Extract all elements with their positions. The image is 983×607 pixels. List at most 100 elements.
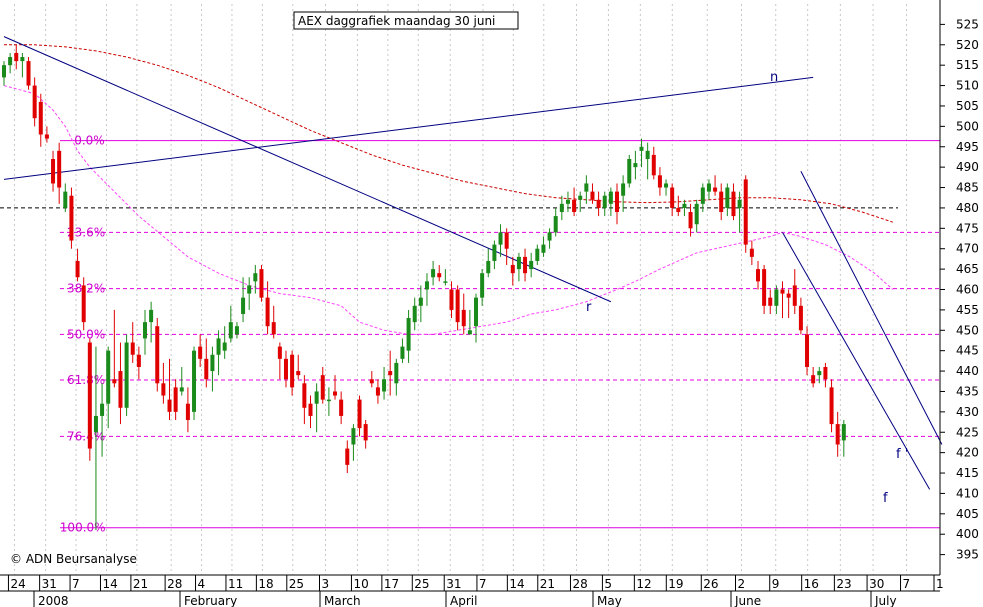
- x-tick-label: 7: [479, 577, 487, 591]
- candle-body: [406, 318, 411, 351]
- trend-line-label: f ': [896, 447, 908, 462]
- y-tick-label: 415: [956, 466, 979, 480]
- month-label: February: [184, 594, 237, 607]
- x-tick-label: 17: [384, 577, 399, 591]
- month-label: May: [597, 594, 622, 607]
- fib-level-label: 38.2%: [67, 282, 105, 296]
- candle-body: [510, 265, 515, 274]
- y-tick-label: 495: [956, 140, 979, 154]
- y-tick-label: 500: [956, 119, 979, 133]
- candle-body: [541, 244, 546, 253]
- candle-body: [8, 57, 13, 66]
- candle-body: [633, 163, 638, 168]
- candle-body: [265, 297, 270, 327]
- y-tick-label: 505: [956, 99, 979, 113]
- x-tick-label: 21: [540, 577, 555, 591]
- candle-body: [700, 187, 705, 204]
- candle-body: [357, 399, 362, 429]
- candle-body: [149, 309, 154, 323]
- candle-body: [283, 358, 288, 380]
- y-tick-label: 445: [956, 344, 979, 358]
- grid-layer: [13, 4, 941, 575]
- candle-body: [694, 203, 699, 225]
- fib-level-label: 61.8%: [67, 373, 105, 387]
- trend-line: [3, 36, 612, 303]
- candle-body: [118, 371, 123, 408]
- candle-body: [553, 216, 558, 233]
- trend-line-label: f: [883, 491, 888, 506]
- candle-body: [602, 195, 607, 208]
- y-tick-label: 520: [956, 38, 979, 52]
- candle-body: [498, 232, 503, 245]
- x-tick-label: 7: [903, 577, 911, 591]
- candle-body: [400, 346, 405, 359]
- x-tick-label: 2: [738, 577, 746, 591]
- candle-body: [461, 309, 466, 327]
- candle-body: [14, 52, 19, 62]
- x-tick-label: 10: [353, 577, 368, 591]
- x-tick-label: 5: [604, 577, 612, 591]
- candle-body: [805, 334, 810, 367]
- candle-body: [762, 269, 767, 306]
- candle-body: [835, 424, 840, 445]
- candle-body: [216, 338, 221, 355]
- candle-body: [651, 154, 656, 176]
- y-tick-label: 420: [956, 446, 979, 460]
- x-tick-label: 30: [869, 577, 884, 591]
- y-tick-label: 405: [956, 507, 979, 521]
- candle-body: [351, 428, 356, 445]
- fib-level-label: 76.4%: [67, 429, 105, 443]
- candles: [2, 44, 846, 531]
- y-tick-label: 400: [956, 527, 979, 541]
- candle-body: [326, 399, 331, 402]
- candle-body: [234, 326, 239, 335]
- candle-body: [743, 179, 748, 245]
- candle-body: [247, 285, 252, 294]
- trend-line: [800, 170, 943, 445]
- candle-body: [155, 326, 160, 384]
- candle-body: [443, 281, 448, 283]
- candle-body: [375, 387, 380, 396]
- candle-body: [167, 399, 172, 412]
- candle-body: [198, 346, 203, 359]
- candle-body: [504, 232, 509, 249]
- x-tick-label: 21: [133, 577, 148, 591]
- candle-body: [44, 134, 49, 139]
- trend-line-label: n: [770, 70, 778, 85]
- candle-body: [222, 342, 227, 351]
- candle-body: [480, 273, 485, 298]
- y-tick-label: 490: [956, 160, 979, 174]
- candle-body: [780, 289, 785, 294]
- candle-body: [547, 232, 552, 241]
- candle-body: [271, 322, 276, 335]
- candle-body: [241, 297, 246, 314]
- x-tick-label: 7: [72, 577, 80, 591]
- candle-body: [578, 195, 583, 200]
- candle-body: [786, 293, 791, 298]
- candle-body: [100, 403, 105, 416]
- candle-body: [308, 403, 313, 416]
- candle-body: [516, 256, 521, 270]
- candle-body: [565, 199, 570, 204]
- candle-body: [817, 371, 822, 376]
- candle-body: [87, 342, 92, 449]
- candle-body: [253, 273, 258, 282]
- candle-body: [455, 289, 460, 323]
- candle-body: [277, 346, 282, 359]
- candle-body: [535, 248, 540, 261]
- x-tick-label: 4: [198, 577, 206, 591]
- candle-body: [63, 191, 68, 208]
- chart-title: AEX daggrafiek maandag 30 juni: [298, 14, 495, 28]
- trend-line-label: r: [586, 300, 592, 315]
- candle-body: [713, 187, 718, 192]
- candle-body: [394, 362, 399, 384]
- candle-body: [424, 281, 429, 290]
- candle-body: [823, 366, 828, 380]
- candle-body: [719, 191, 724, 213]
- y-tick-label: 435: [956, 384, 979, 398]
- candle-body: [32, 85, 37, 119]
- x-tick-label: 25: [289, 577, 304, 591]
- candle-body: [302, 383, 307, 408]
